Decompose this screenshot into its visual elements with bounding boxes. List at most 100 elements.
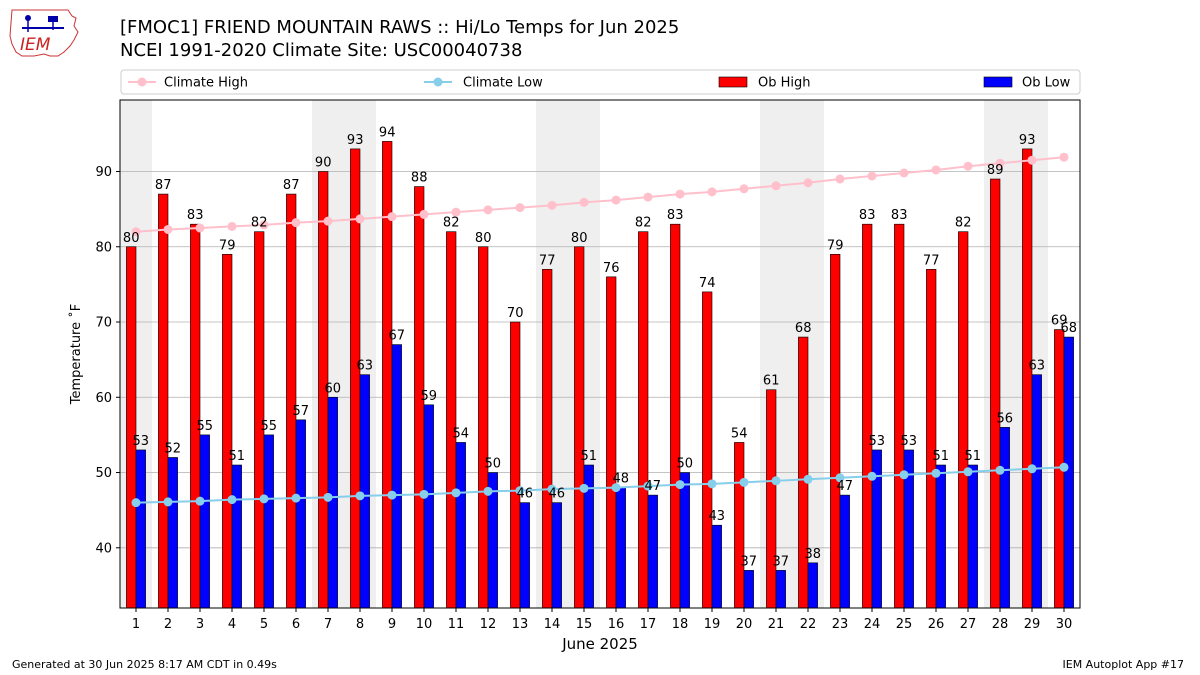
- ob-low-label: 67: [389, 329, 406, 344]
- climate-high-point: [515, 203, 525, 213]
- climate-high-point: [227, 221, 237, 231]
- climate-high-point: [131, 227, 141, 237]
- climate-low-point: [323, 492, 333, 502]
- y-tick-label: 70: [95, 316, 112, 331]
- climate-high-point: [995, 158, 1005, 168]
- ob-low-label: 63: [1029, 359, 1046, 374]
- ob-low-bar: [135, 449, 146, 609]
- ob-high-label: 89: [987, 163, 1004, 178]
- ob-low-label: 56: [997, 411, 1014, 426]
- plot-frame: [119, 99, 1081, 609]
- x-tick-label: 9: [388, 617, 396, 632]
- x-tick-label: 19: [704, 617, 721, 632]
- climate-high-point: [483, 205, 493, 215]
- ob-low-label: 47: [645, 479, 662, 494]
- ob-high-bar: [702, 291, 713, 609]
- climate-low-point: [419, 489, 429, 499]
- footer-generated: Generated at 30 Jun 2025 8:17 AM CDT in …: [12, 658, 277, 671]
- iem-logo-text: IEM: [20, 35, 51, 55]
- legend-climate-high-marker: [137, 77, 147, 87]
- ob-high-label: 82: [635, 216, 652, 231]
- climate-high-point: [707, 187, 717, 197]
- ob-low-label: 37: [741, 554, 758, 569]
- climate-low-point: [643, 481, 653, 491]
- ob-high-bar: [990, 178, 1001, 609]
- x-tick-label: 30: [1056, 617, 1073, 632]
- legend-climate-low-marker: [433, 77, 443, 87]
- x-tick-label: 8: [356, 617, 364, 632]
- ob-low-label: 59: [421, 389, 438, 404]
- legend-ob-high-swatch: [718, 76, 748, 88]
- ob-high-bar: [894, 223, 905, 609]
- ob-high-label: 82: [955, 216, 972, 231]
- legend-climate-high-label: Climate High: [164, 76, 248, 91]
- ob-high-bar: [670, 223, 681, 609]
- climate-high-point: [163, 224, 173, 234]
- ob-low-bar: [935, 464, 946, 609]
- chart-subtitle: NCEI 1991-2020 Climate Site: USC00040738: [120, 40, 523, 61]
- footer-app: IEM Autoplot App #17: [1062, 658, 1185, 671]
- ob-high-bar: [510, 321, 521, 609]
- ob-low-label: 46: [517, 487, 534, 502]
- y-axis-label: Temperature ˚F: [68, 304, 84, 405]
- climate-low-point: [771, 476, 781, 486]
- ob-low-bar: [1031, 374, 1042, 609]
- climate-high-point: [1027, 155, 1037, 165]
- climate-low-point: [867, 471, 877, 481]
- ob-high-label: 93: [347, 133, 364, 148]
- ob-high-bar: [222, 253, 233, 609]
- climate-high-point: [835, 174, 845, 184]
- climate-high-point: [259, 220, 269, 230]
- climate-low-point: [451, 488, 461, 498]
- ob-low-label: 50: [677, 457, 694, 472]
- ob-high-bar: [126, 246, 137, 609]
- legend-ob-low-label: Ob Low: [1022, 76, 1071, 91]
- x-tick-label: 27: [960, 617, 977, 632]
- ob-high-label: 68: [795, 321, 812, 336]
- x-tick-label: 12: [480, 617, 497, 632]
- ob-low-label: 46: [549, 487, 566, 502]
- climate-high-point: [419, 209, 429, 219]
- x-tick-label: 7: [324, 617, 332, 632]
- x-tick-label: 22: [800, 617, 817, 632]
- climate-high-point: [963, 161, 973, 171]
- ob-high-label: 90: [315, 155, 332, 170]
- y-tick-label: 90: [95, 165, 112, 180]
- ob-high-bar: [958, 231, 969, 609]
- ob-high-label: 82: [251, 216, 268, 231]
- ob-high-bar: [862, 223, 873, 609]
- x-tick-label: 20: [736, 617, 753, 632]
- climate-high-point: [771, 181, 781, 191]
- ob-low-label: 63: [357, 359, 374, 374]
- climate-high-point: [323, 216, 333, 226]
- x-tick-label: 2: [164, 617, 172, 632]
- ob-low-bar: [839, 494, 850, 609]
- ob-low-bar: [167, 457, 178, 609]
- y-tick-label: 60: [95, 391, 112, 406]
- climate-high-point: [1059, 152, 1069, 162]
- ob-low-bar: [455, 442, 466, 609]
- x-tick-label: 11: [448, 617, 465, 632]
- ob-low-label: 57: [293, 404, 310, 419]
- x-tick-label: 29: [1024, 617, 1041, 632]
- ob-low-label: 68: [1061, 321, 1078, 336]
- ob-high-label: 93: [1019, 133, 1036, 148]
- ob-high-label: 80: [475, 231, 492, 246]
- climate-low-point: [227, 495, 237, 505]
- ob-low-bar: [231, 464, 242, 609]
- ob-high-bar: [798, 336, 809, 609]
- ob-low-label: 38: [805, 547, 822, 562]
- ob-high-label: 83: [891, 208, 908, 223]
- ob-high-label: 54: [731, 426, 748, 441]
- legend-climate-low-label: Climate Low: [463, 76, 543, 91]
- climate-low-point: [483, 486, 493, 496]
- x-tick-label: 24: [864, 617, 881, 632]
- ob-low-label: 51: [965, 449, 982, 464]
- ob-high-bar: [478, 246, 489, 609]
- climate-low-point: [931, 468, 941, 478]
- ob-high-label: 94: [379, 125, 396, 140]
- ob-high-label: 76: [603, 261, 620, 276]
- ob-low-bar: [743, 570, 754, 609]
- climate-high-point: [355, 214, 365, 224]
- ob-low-label: 55: [261, 419, 278, 434]
